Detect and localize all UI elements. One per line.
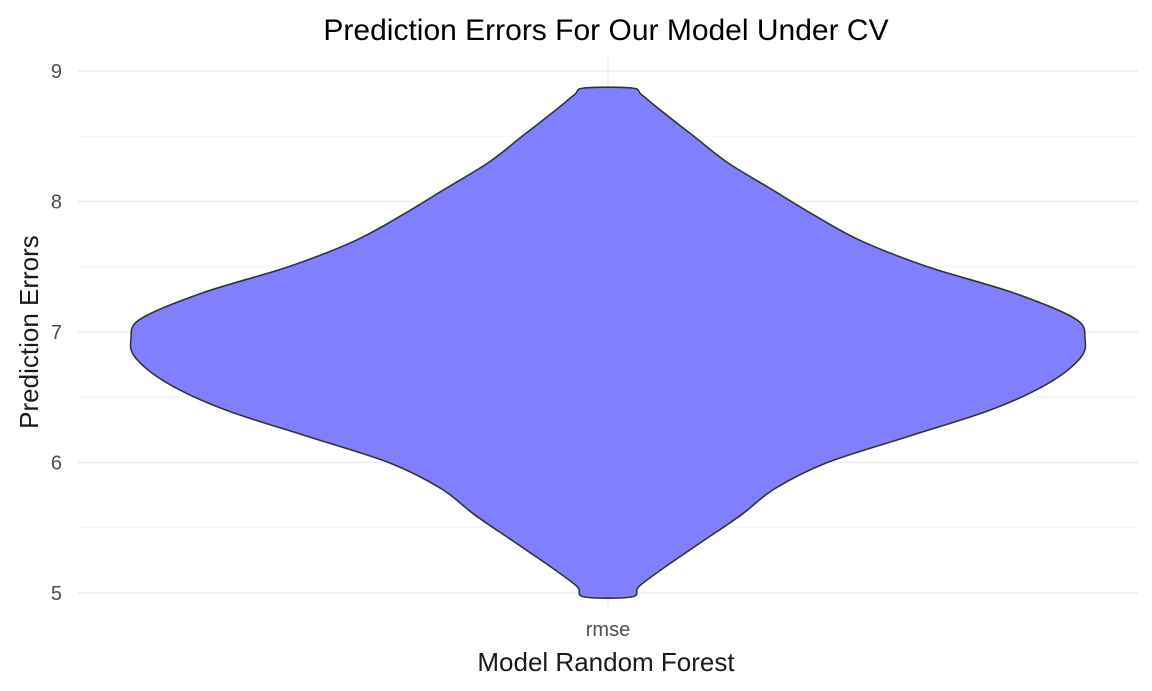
violin-rmse xyxy=(129,86,1087,599)
violin-layer xyxy=(129,86,1087,599)
y-axis-title: Prediction Errors xyxy=(14,235,44,429)
x-axis-title: Model Random Forest xyxy=(477,647,735,677)
x-tick-labels: rmse xyxy=(586,619,630,641)
y-tick-label: 5 xyxy=(51,583,62,605)
y-tick-label: 6 xyxy=(51,452,62,474)
y-tick-label: 8 xyxy=(51,192,62,214)
y-tick-label: 9 xyxy=(51,61,62,83)
y-tick-labels: 5 6 7 8 9 xyxy=(51,61,62,605)
y-tick-label: 7 xyxy=(51,322,62,344)
x-tick-label: rmse xyxy=(586,619,630,641)
chart-title: Prediction Errors For Our Model Under CV xyxy=(323,14,888,47)
